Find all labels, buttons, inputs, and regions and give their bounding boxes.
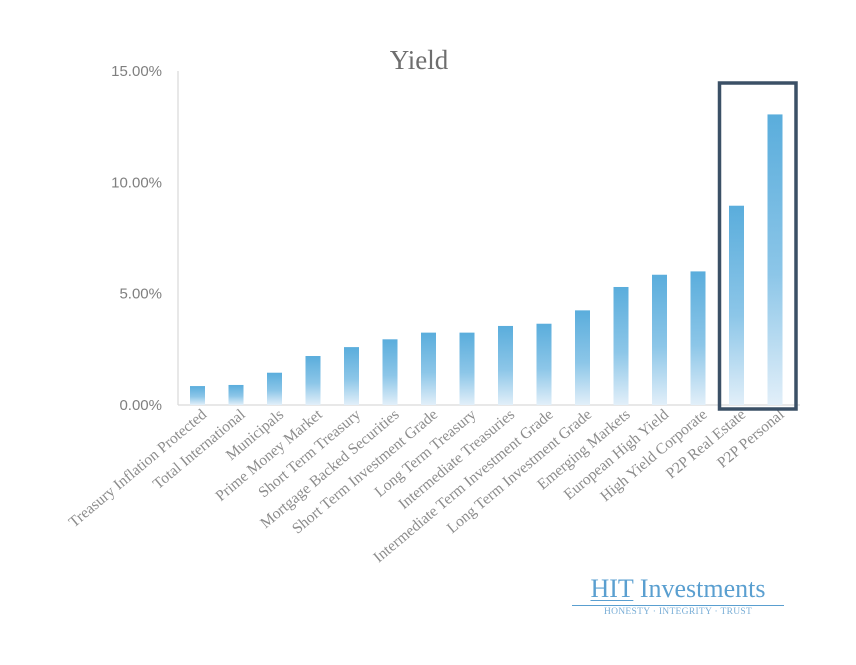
bar bbox=[575, 310, 590, 405]
hit-investments-logo: HIT Investments HONESTY · INTEGRITY · TR… bbox=[566, 576, 790, 617]
bar bbox=[536, 323, 552, 405]
y-tick-label: 10.00% bbox=[111, 174, 162, 191]
bar bbox=[498, 325, 513, 405]
bars bbox=[190, 114, 783, 406]
logo-name-suffix: Investments bbox=[633, 574, 766, 603]
bar bbox=[344, 347, 359, 405]
bar bbox=[305, 356, 321, 405]
logo-tagline: HONESTY · INTEGRITY · TRUST bbox=[603, 607, 753, 617]
bar bbox=[459, 332, 475, 405]
y-tick-label: 15.00% bbox=[111, 63, 162, 80]
y-tick-label: 5.00% bbox=[119, 286, 162, 303]
bar bbox=[652, 274, 667, 405]
bar bbox=[613, 286, 629, 405]
chart-title: Yield bbox=[390, 45, 449, 75]
logo-name-prefix: HIT bbox=[590, 574, 634, 603]
bar bbox=[767, 114, 783, 406]
logo-name: HIT Investments bbox=[566, 576, 790, 602]
bar bbox=[382, 339, 398, 405]
logo-divider bbox=[572, 605, 784, 606]
highlight-box-group bbox=[717, 81, 798, 411]
y-tick-label: 0.00% bbox=[119, 397, 162, 414]
bar bbox=[267, 372, 282, 405]
bar bbox=[729, 205, 744, 405]
bar bbox=[190, 386, 205, 405]
highlight-box bbox=[717, 81, 798, 411]
bar bbox=[421, 332, 436, 405]
bar bbox=[690, 271, 706, 405]
bar bbox=[228, 384, 244, 405]
